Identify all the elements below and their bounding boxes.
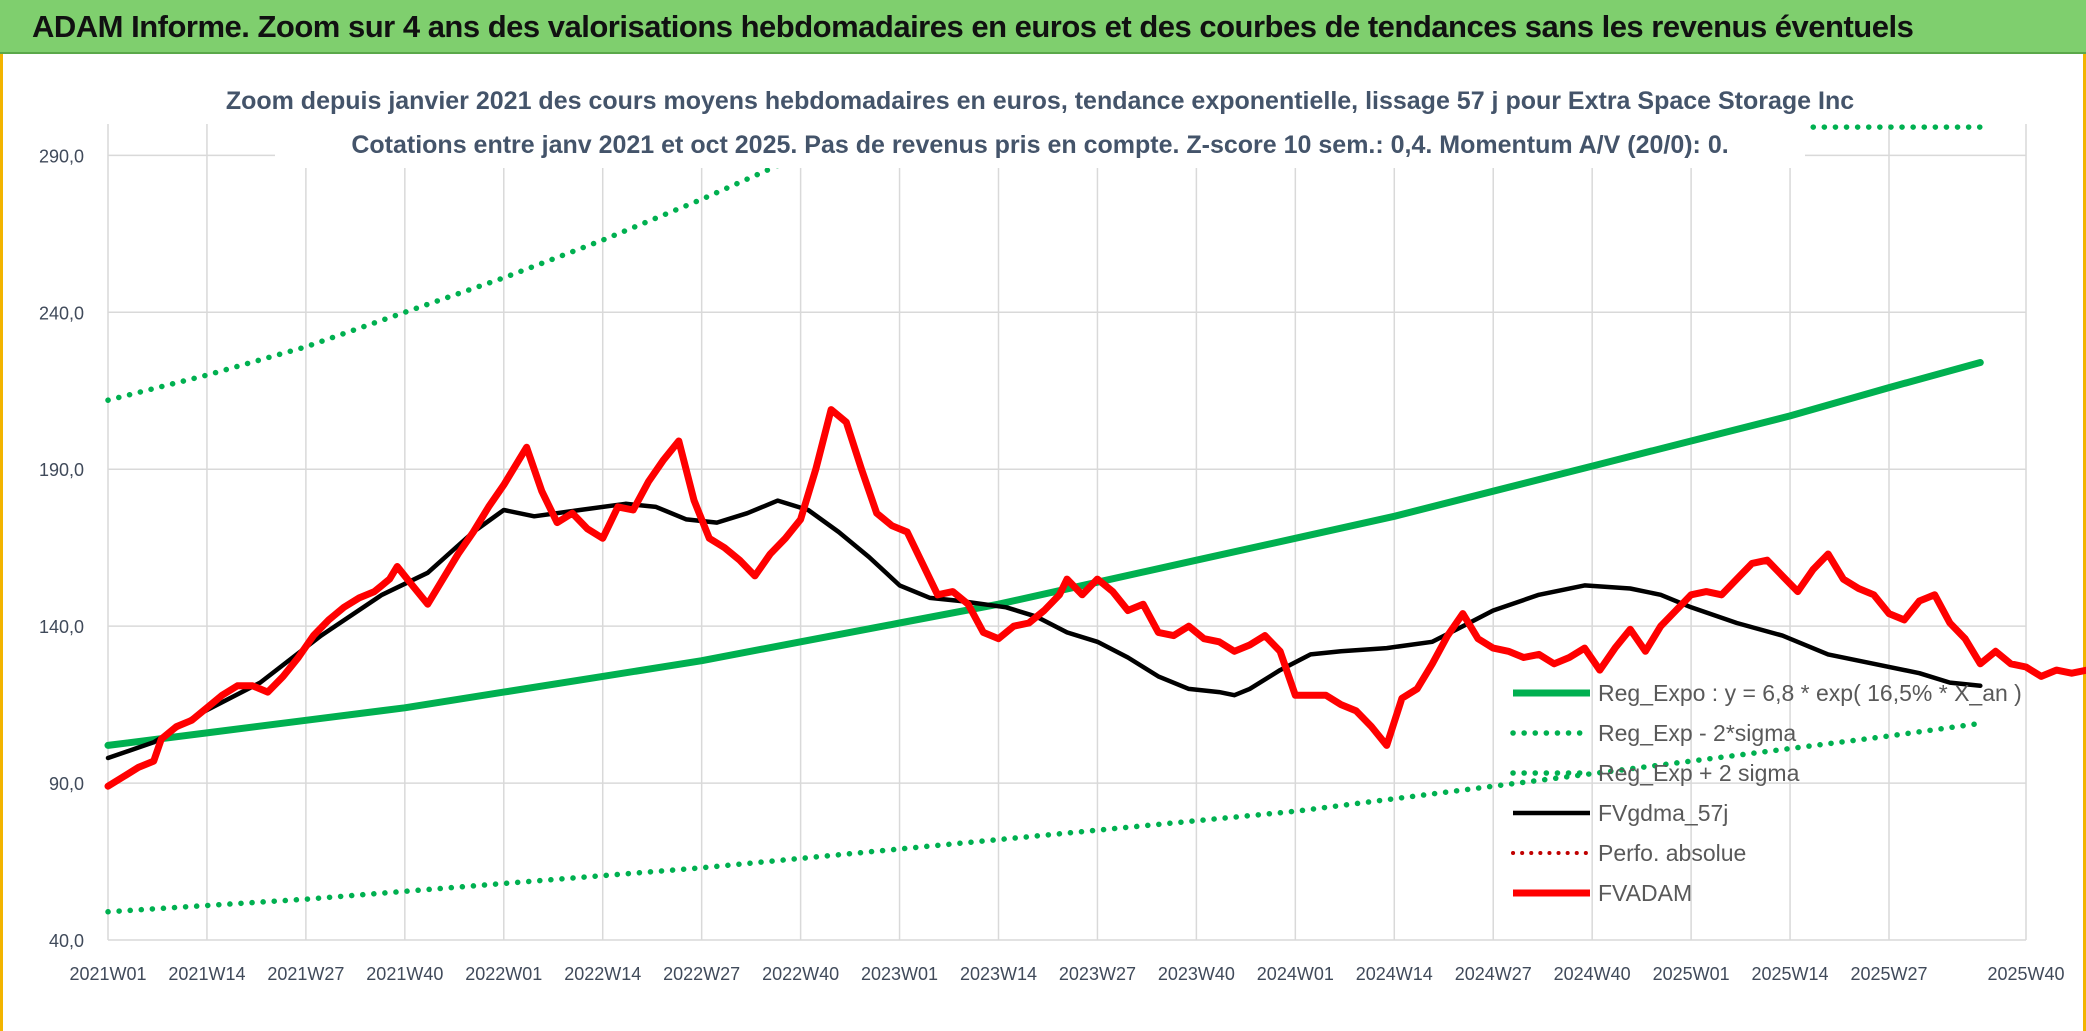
series-line-4	[105, 498, 1983, 761]
grid-lines	[107, 124, 2027, 941]
x-tick-label: 2025W01	[1653, 964, 1730, 984]
x-tick-label: 2024W01	[1257, 964, 1334, 984]
chart-subtitle: Cotations entre janv 2021 et oct 2025. P…	[351, 131, 1728, 159]
y-tick-label: 240,0	[39, 303, 84, 323]
legend-label: FVADAM	[1598, 880, 1692, 906]
x-tick-label: 2025W27	[1850, 964, 1927, 984]
x-axis: 2021W01 2021W14 2021W27 2021W40 2022W01 2022W…	[69, 964, 2064, 984]
legend-label: Reg_Exp - 2*sigma	[1598, 720, 1796, 746]
x-tick-label: 2024W40	[1554, 964, 1631, 984]
series-line-2	[105, 133, 842, 403]
x-tick-label: 2023W14	[960, 964, 1037, 984]
x-tick-label: 2022W40	[762, 964, 839, 984]
x-tick-label: 2024W14	[1356, 964, 1433, 984]
y-tick-label: 140,0	[39, 617, 84, 637]
x-tick-label: 2023W01	[861, 964, 938, 984]
x-tick-label: 2021W27	[267, 964, 344, 984]
y-axis: 40,0 90,0 140,0 190,0 240,0 290,0	[39, 146, 84, 951]
series-line-6	[104, 406, 2086, 790]
x-tick-label: 2021W01	[69, 964, 146, 984]
chart-frame	[0, 54, 2086, 1031]
x-tick-label: 2024W27	[1455, 964, 1532, 984]
x-tick-label: 2025W40	[1987, 964, 2064, 984]
report-banner: ADAM Informe. Zoom sur 4 ans des valoris…	[0, 0, 2086, 54]
chart-title: Zoom depuis janvier 2021 des cours moyen…	[226, 87, 1854, 115]
x-tick-label: 2021W40	[366, 964, 443, 984]
legend-label: Perfo. absolue	[1598, 840, 1746, 866]
x-tick-label: 2022W01	[465, 964, 542, 984]
x-tick-label: 2022W14	[564, 964, 641, 984]
legend-label: FVgdma_57j	[1598, 800, 1728, 826]
banner-title: ADAM Informe. Zoom sur 4 ans des valoris…	[32, 9, 1914, 44]
series-line-1	[105, 720, 1984, 915]
series-line-0	[104, 359, 1984, 749]
x-tick-label: 2025W14	[1752, 964, 1829, 984]
x-tick-label: 2023W40	[1158, 964, 1235, 984]
x-tick-label: 2021W14	[168, 964, 245, 984]
series-lines	[104, 124, 2086, 915]
legend: Reg_Expo : y = 6,8 * exp( 16,5% * X_an )…	[1510, 680, 2022, 906]
y-tick-label: 90,0	[49, 774, 84, 794]
x-tick-label: 2022W27	[663, 964, 740, 984]
x-tick-label: 2023W27	[1059, 964, 1136, 984]
y-tick-label: 190,0	[39, 460, 84, 480]
y-tick-label: 40,0	[49, 931, 84, 951]
legend-label: Reg_Exp + 2 sigma	[1598, 760, 1800, 786]
y-tick-label: 290,0	[39, 146, 84, 166]
legend-label: Reg_Expo : y = 6,8 * exp( 16,5% * X_an )	[1598, 680, 2022, 706]
title-backdrop	[275, 78, 1805, 168]
